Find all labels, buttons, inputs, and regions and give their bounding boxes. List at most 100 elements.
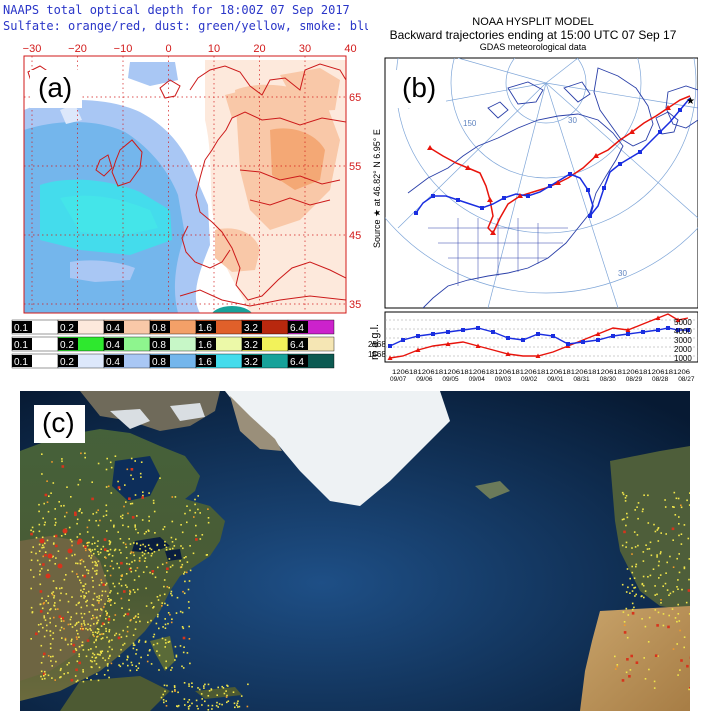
fire-dot xyxy=(102,545,105,548)
colorbar-label: 0.8 xyxy=(152,323,166,334)
fire-dot xyxy=(98,600,100,602)
fire-dot xyxy=(50,655,52,658)
colorbar-label: 0.8 xyxy=(152,357,166,368)
fire-dot xyxy=(109,574,112,577)
lon-tick-label: 30 xyxy=(299,43,311,55)
fire-dot xyxy=(153,550,156,553)
panel-a-label: (a) xyxy=(30,70,83,108)
fire-dot xyxy=(666,589,669,591)
fire-dot xyxy=(132,478,134,480)
fire-dot xyxy=(662,585,664,587)
fire-dot xyxy=(86,544,89,547)
fire-dot xyxy=(64,515,66,518)
hysplit-meridian-labels: 150 30 30 xyxy=(463,116,627,278)
fire-dot xyxy=(679,629,681,632)
hysplit-date-ticks: 09/07 09/06 09/05 09/04 09/03 09/02 09/01 08/31… xyxy=(390,376,695,382)
fire-dot xyxy=(120,584,123,587)
colorbar-label-bg xyxy=(104,321,124,333)
fire-dot xyxy=(659,574,662,576)
fire-dot xyxy=(67,623,70,626)
fire-dot xyxy=(133,579,136,581)
height-marker-high xyxy=(666,326,670,330)
fire-dot xyxy=(116,562,118,565)
fire-dot xyxy=(130,474,132,477)
fire-dot xyxy=(44,521,46,524)
colorbar-label: 0.1 xyxy=(14,357,28,368)
fire-dot xyxy=(101,590,104,593)
fire-dot xyxy=(106,530,108,532)
fire-dot xyxy=(67,672,69,674)
fire-dot xyxy=(30,638,32,640)
fire-dot xyxy=(97,462,100,465)
fire-dot xyxy=(60,667,62,670)
fire-dot xyxy=(126,468,129,471)
fire-dot xyxy=(96,622,98,625)
fire-dot xyxy=(111,555,114,557)
height-marker-high xyxy=(388,344,392,348)
fire-dot xyxy=(165,705,168,707)
source-star-icon: ★ xyxy=(686,96,695,107)
fire-dot xyxy=(157,566,159,569)
fire-dot xyxy=(92,652,94,655)
fire-dot xyxy=(156,615,159,618)
fire-dot xyxy=(179,610,182,613)
fire-dot xyxy=(188,625,190,628)
fire-dot xyxy=(90,679,92,681)
fire-dot xyxy=(67,600,70,603)
fire-dot xyxy=(126,658,128,661)
fire-dot xyxy=(100,548,102,550)
fire-dot xyxy=(103,548,107,551)
fire-dot xyxy=(164,623,167,626)
fire-dot xyxy=(65,574,67,576)
fire-dot xyxy=(43,652,46,656)
fire-dot xyxy=(211,704,214,707)
trajectory-marker-high xyxy=(638,150,642,154)
fire-dot xyxy=(103,606,105,608)
fire-dot xyxy=(165,660,167,663)
fire-dot xyxy=(669,555,671,558)
fire-dot xyxy=(626,516,629,519)
fire-dot xyxy=(110,604,112,606)
fire-dot xyxy=(642,551,645,553)
fire-dot xyxy=(642,508,644,510)
fire-dot xyxy=(92,617,95,619)
fire-dot xyxy=(104,659,107,662)
fire-dot xyxy=(122,541,125,544)
fire-dot xyxy=(133,554,135,557)
fire-dot xyxy=(39,573,41,576)
fire-dot xyxy=(653,687,656,689)
fire-dot xyxy=(688,688,690,691)
fire-dot xyxy=(92,536,94,539)
fire-dot xyxy=(95,638,97,641)
fire-dot xyxy=(161,637,164,640)
fire-dot xyxy=(631,612,635,615)
fire-dot xyxy=(162,528,164,531)
fire-dot xyxy=(47,510,50,513)
fire-dot xyxy=(175,538,177,541)
fire-dot xyxy=(195,699,198,702)
colorbar-label-bg xyxy=(58,355,78,367)
lon-tick-label: 40 xyxy=(344,43,356,55)
fire-dot xyxy=(226,684,228,687)
fire-dot xyxy=(665,533,667,535)
fire-dot xyxy=(64,639,67,641)
fire-dot xyxy=(122,524,124,527)
fire-dot xyxy=(631,590,634,592)
fire-dot xyxy=(60,535,63,537)
fire-dot xyxy=(204,683,206,686)
fire-dot xyxy=(236,702,239,704)
fire-dot xyxy=(130,567,132,569)
fire-dot xyxy=(42,672,46,676)
meridian-label: 30 xyxy=(618,269,627,278)
fire-dot xyxy=(176,705,178,707)
fire-dot xyxy=(137,532,139,534)
fire-dot xyxy=(221,685,223,688)
fire-dot xyxy=(177,704,180,707)
colorbar-label-bg xyxy=(150,355,170,367)
fire-dot xyxy=(155,622,158,625)
fire-dot xyxy=(87,628,89,631)
left-height-label: 2568 xyxy=(368,340,386,349)
fire-dot xyxy=(96,596,98,598)
fire-dot xyxy=(189,662,191,665)
fire-dot xyxy=(121,607,123,609)
